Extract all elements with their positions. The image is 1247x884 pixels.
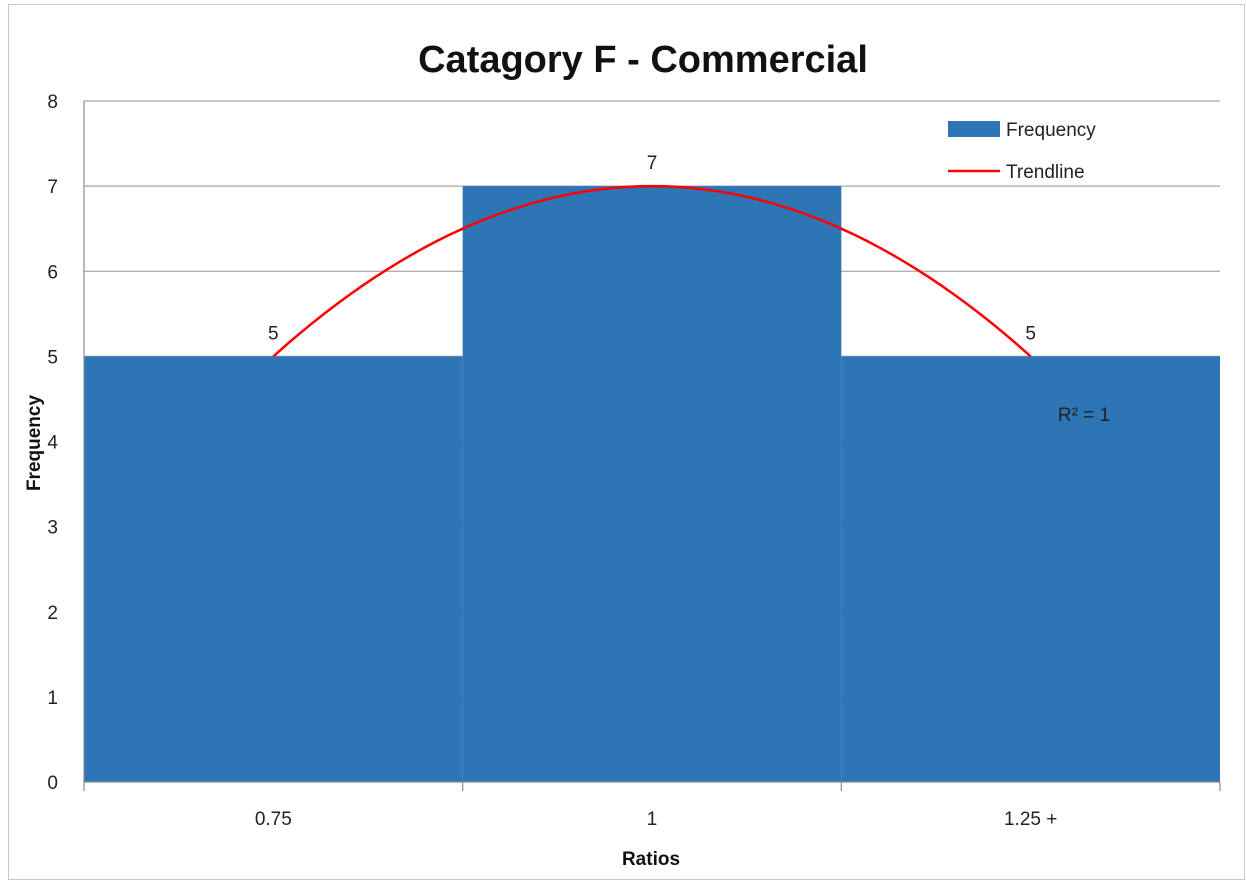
legend: Frequency Trendline: [948, 120, 1096, 183]
y-tick-label: 5: [47, 347, 58, 368]
x-axis-title: Ratios: [622, 849, 680, 870]
trendline-path: [272, 184, 1032, 358]
x-tick-label: 1: [647, 809, 658, 830]
data-label: 5: [1025, 323, 1036, 344]
bars-group: [84, 186, 1220, 782]
bar: [462, 186, 842, 782]
chart-title: Catagory F - Commercial: [418, 39, 868, 81]
legend-label-trendline: Trendline: [1006, 162, 1085, 183]
r-squared-label: R² = 1: [1058, 405, 1110, 426]
y-tick-label: 7: [47, 177, 58, 198]
legend-label-frequency: Frequency: [1006, 120, 1096, 141]
y-tick-label: 1: [47, 688, 58, 709]
y-tick-label: 6: [47, 262, 58, 283]
data-label: 5: [268, 323, 279, 344]
y-axis-title: Frequency: [24, 395, 45, 492]
data-label: 7: [647, 153, 658, 174]
bar: [841, 356, 1220, 782]
x-tick-label: 0.75: [255, 809, 292, 830]
axes-group: 0 1 2 3 4 5 6 7 8 0.75 1 1.25 +: [47, 92, 1221, 830]
y-tick-label: 0: [47, 773, 58, 794]
y-tick-label: 4: [47, 433, 58, 454]
x-tick-label: 1.25 +: [1004, 809, 1057, 830]
trendline-group: [272, 184, 1032, 358]
y-tick-label: 3: [47, 518, 58, 539]
legend-swatch-frequency: [948, 121, 1000, 137]
data-labels-group: 5 7 5: [268, 153, 1036, 344]
y-tick-label: 8: [47, 92, 58, 113]
bar: [84, 356, 463, 782]
y-tick-label: 2: [47, 603, 58, 624]
